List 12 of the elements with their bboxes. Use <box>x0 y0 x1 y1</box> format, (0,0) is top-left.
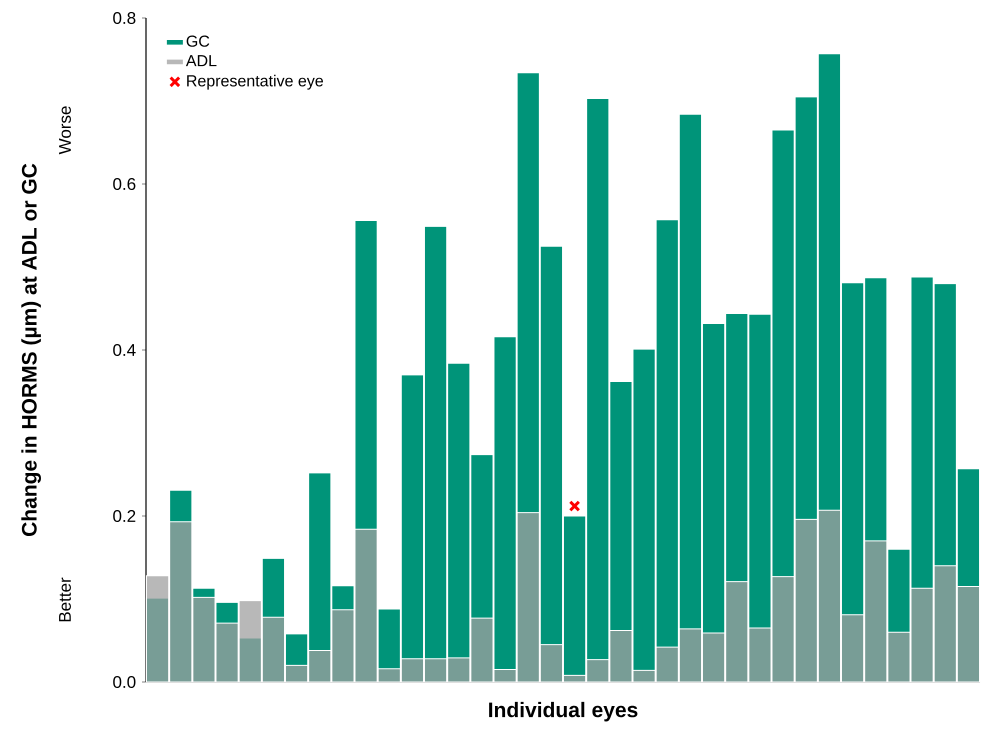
text: Worse <box>59 106 71 154</box>
legend-label: Representative eye <box>187 74 323 90</box>
text: Better <box>59 578 71 622</box>
y-tick-label: 0.0 <box>113 676 136 688</box>
y-tick-label: 0.4 <box>113 344 136 356</box>
y-tick-label: 0.2 <box>113 510 136 522</box>
y-axis-title: Change in HORMS (µm) at ADL or GC <box>21 164 41 536</box>
x-axis-title: Individual eyes <box>489 702 638 722</box>
y-tick-label: 0.8 <box>113 12 136 24</box>
legend-label: ADL <box>186 55 216 66</box>
legend-label: GC <box>186 35 210 47</box>
y-tick-label: 0.6 <box>113 178 136 190</box>
